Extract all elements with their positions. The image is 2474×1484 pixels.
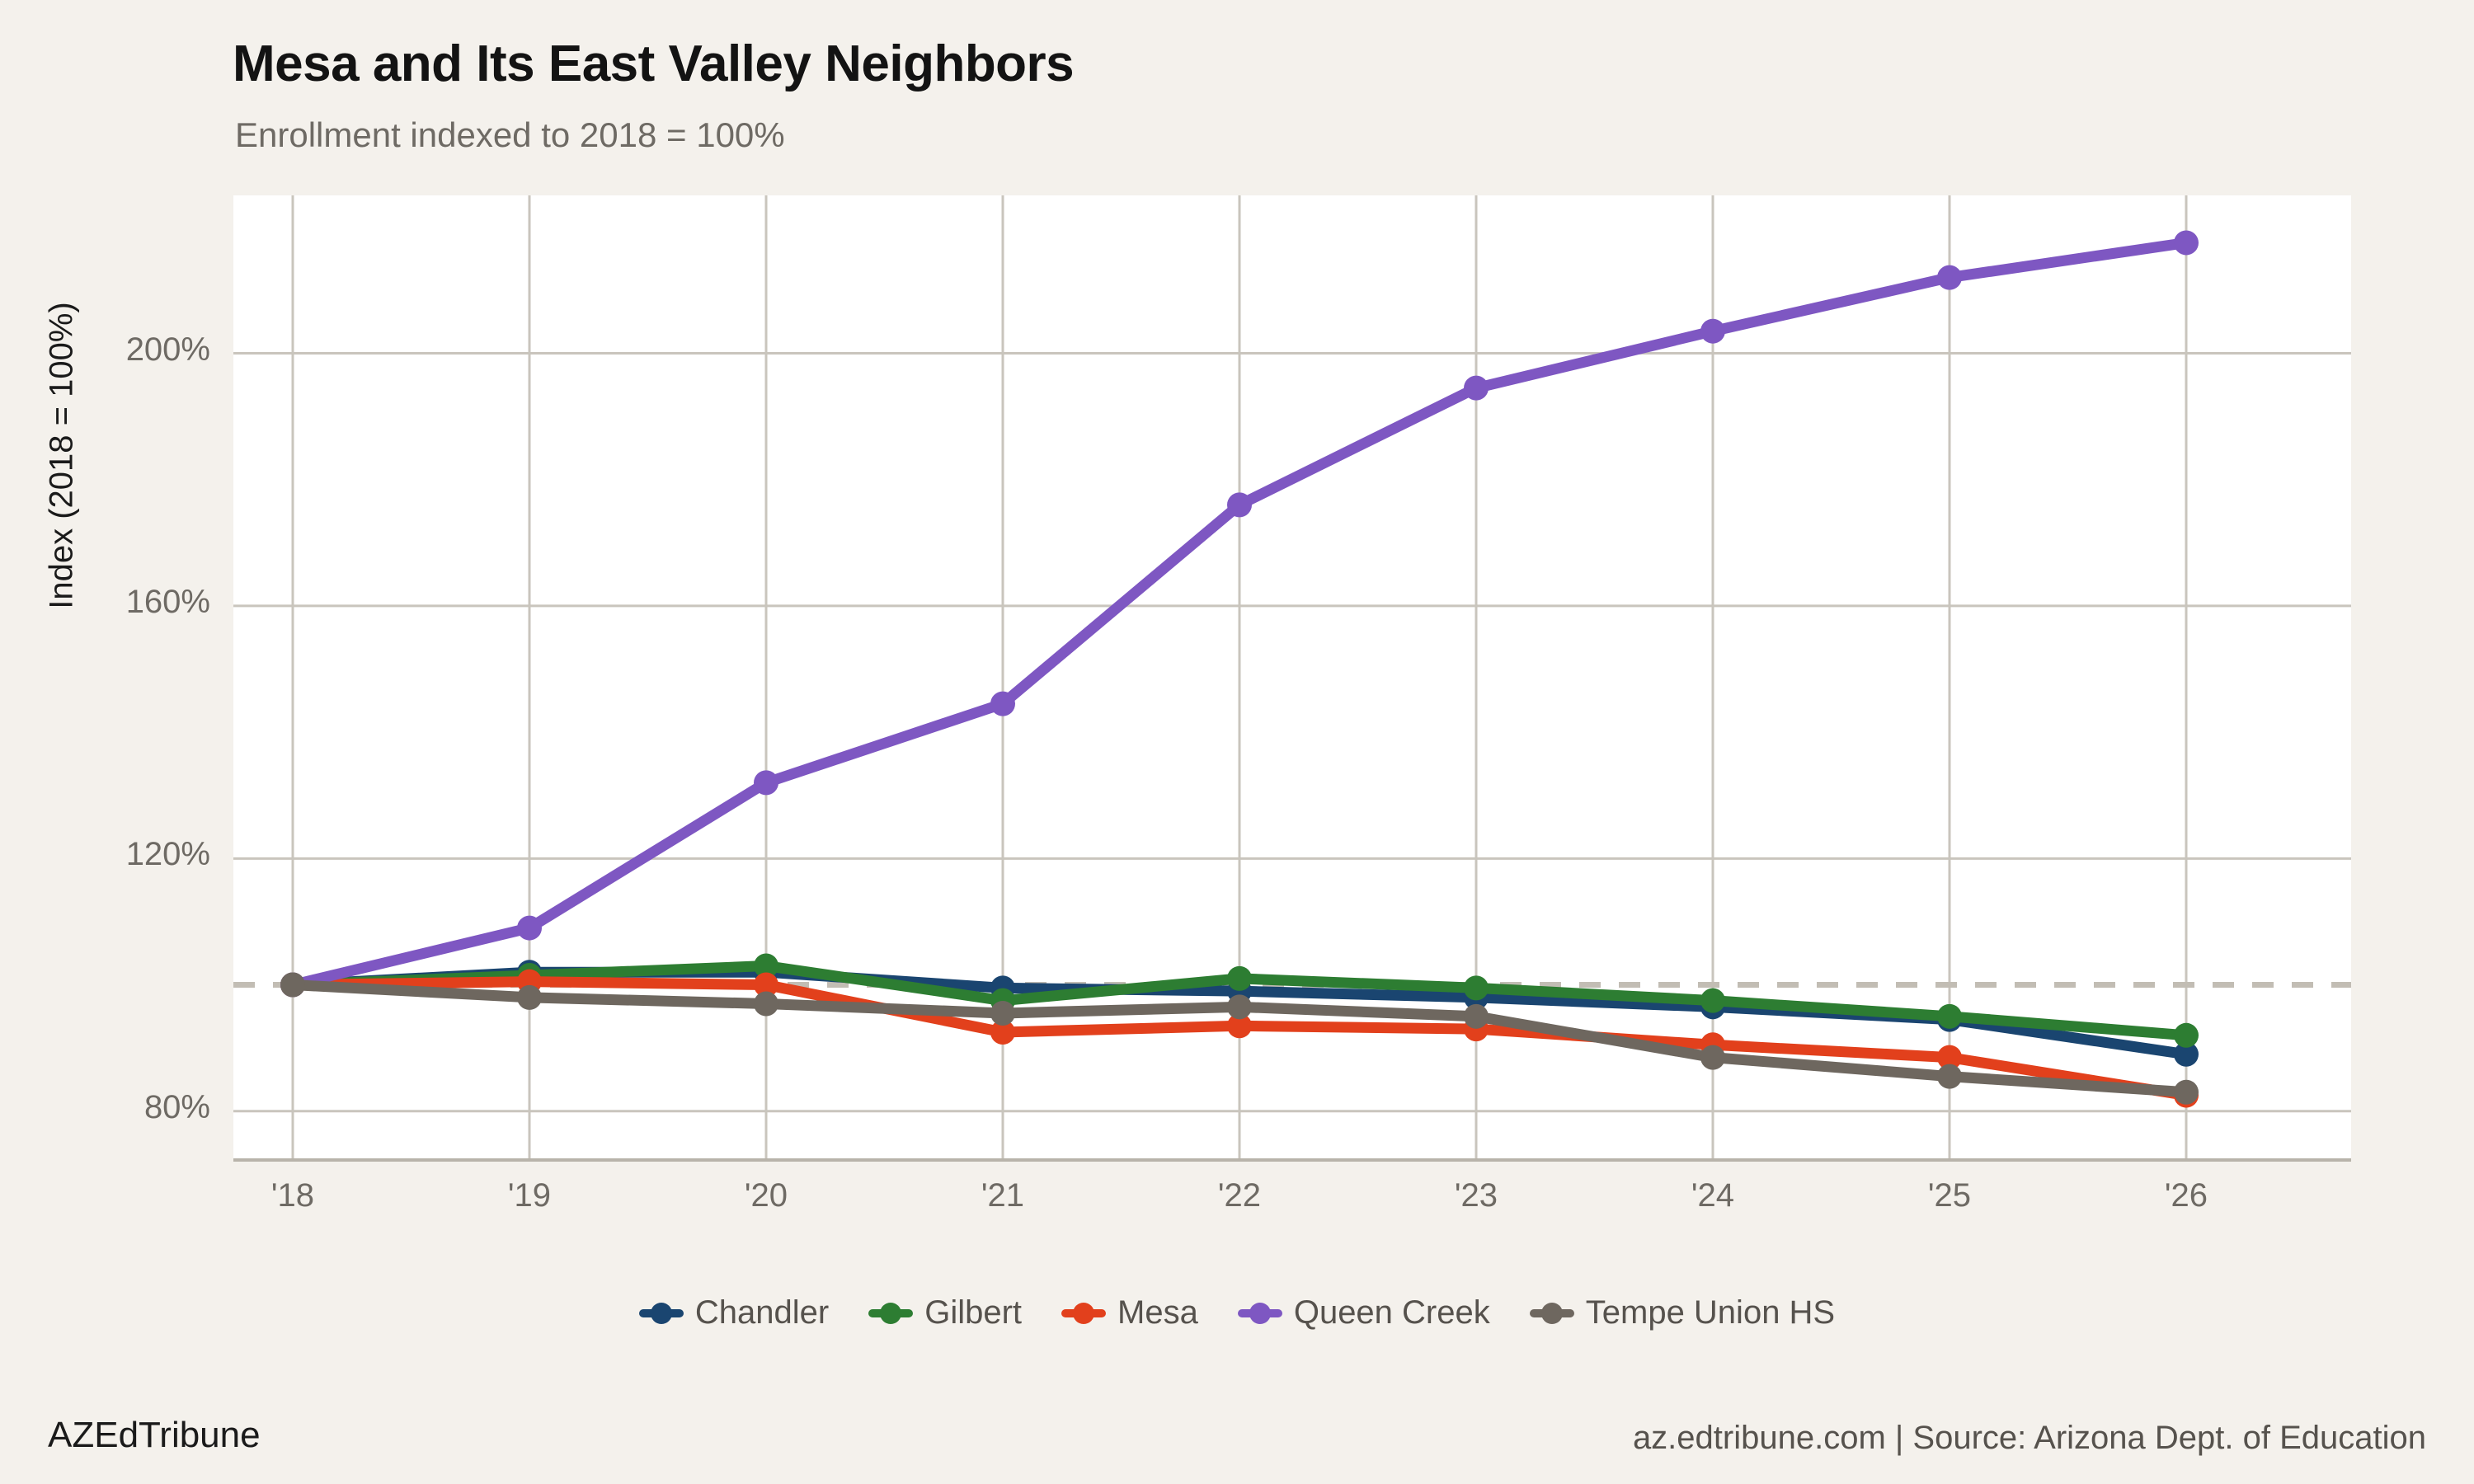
chart-legend: Chandler Gilbert Mesa Queen Creek Tempe Unio… — [0, 1294, 2474, 1331]
x-tick-label: '23 — [1454, 1177, 1498, 1214]
data-point-mesa — [990, 1019, 1015, 1045]
legend-swatch-icon — [868, 1302, 914, 1324]
x-tick-label: '20 — [744, 1177, 788, 1214]
y-tick-label: 120% — [125, 836, 210, 873]
source-label: az.edtribune.com | Source: Arizona Dept.… — [1632, 1420, 2426, 1456]
data-point-gilbert — [2174, 1022, 2199, 1048]
data-point-queen-creek — [1700, 318, 1725, 344]
data-point-tempe-union-hs — [1700, 1045, 1725, 1070]
x-tick-label: '21 — [981, 1177, 1025, 1214]
data-point-tempe-union-hs — [2174, 1079, 2199, 1105]
data-point-queen-creek — [754, 770, 778, 796]
data-point-gilbert — [1937, 1003, 1962, 1029]
plot-svg — [233, 195, 2351, 1162]
data-point-queen-creek — [1227, 492, 1252, 518]
data-point-tempe-union-hs — [517, 984, 542, 1010]
y-tick-label: 80% — [143, 1088, 210, 1125]
legend-item-tempe-union-hs[interactable]: Tempe Union HS — [1529, 1294, 1836, 1331]
data-point-tempe-union-hs — [1227, 994, 1252, 1020]
data-point-mesa — [754, 972, 778, 998]
x-tick-label: '25 — [1927, 1177, 1972, 1214]
legend-item-mesa[interactable]: Mesa — [1061, 1294, 1198, 1331]
legend-item-queen-creek[interactable]: Queen Creek — [1237, 1294, 1490, 1331]
data-point-queen-creek — [517, 915, 542, 941]
x-tick-label: '18 — [270, 1177, 315, 1214]
data-point-queen-creek — [2174, 230, 2199, 256]
legend-swatch-icon — [1237, 1302, 1282, 1324]
plot-area — [233, 195, 2351, 1162]
data-point-tempe-union-hs — [990, 1000, 1015, 1026]
legend-item-label: Queen Creek — [1293, 1294, 1490, 1331]
data-point-gilbert — [1227, 965, 1252, 991]
page-title: Mesa and Its East Valley Neighbors — [233, 35, 1075, 92]
brand-label: AZEdTribune — [48, 1415, 261, 1455]
data-point-gilbert — [1464, 975, 1489, 1001]
legend-swatch-icon — [1529, 1302, 1574, 1324]
legend-swatch-icon — [638, 1302, 684, 1324]
x-axis-tick-labels: '18 '19 '20 '21 '22 '23 '24 '25 '26 — [233, 1177, 2351, 1227]
legend-item-label: Tempe Union HS — [1585, 1294, 1836, 1331]
legend-item-chandler[interactable]: Chandler — [638, 1294, 830, 1331]
data-point-tempe-union-hs — [754, 991, 778, 1017]
data-point-tempe-union-hs — [1464, 1003, 1489, 1029]
x-tick-label: '19 — [507, 1177, 552, 1214]
data-point-queen-creek — [1464, 375, 1489, 401]
y-tick-label: 160% — [125, 583, 210, 620]
data-point-queen-creek — [990, 691, 1015, 716]
chart-subtitle: Enrollment indexed to 2018 = 100% — [235, 115, 785, 154]
x-tick-label: '26 — [2164, 1177, 2208, 1214]
legend-item-label: Mesa — [1117, 1294, 1198, 1331]
data-point-tempe-union-hs — [1937, 1064, 1962, 1089]
y-axis-tick-labels: 200% 160% 120% 80% — [0, 195, 210, 1162]
x-tick-label: '24 — [1691, 1177, 1735, 1214]
y-tick-label: 200% — [125, 331, 210, 368]
data-point-tempe-union-hs — [280, 972, 305, 998]
legend-item-gilbert[interactable]: Gilbert — [868, 1294, 1022, 1331]
data-point-mesa — [1227, 1013, 1252, 1039]
x-tick-label: '22 — [1217, 1177, 1262, 1214]
legend-swatch-icon — [1061, 1302, 1107, 1324]
data-point-chandler — [2174, 1041, 2199, 1067]
data-point-gilbert — [1700, 988, 1725, 1013]
data-point-queen-creek — [1937, 265, 1962, 290]
legend-item-label: Gilbert — [924, 1294, 1023, 1331]
data-point-mesa — [1937, 1045, 1962, 1070]
data-point-gilbert — [754, 953, 778, 979]
legend-item-label: Chandler — [694, 1294, 830, 1331]
